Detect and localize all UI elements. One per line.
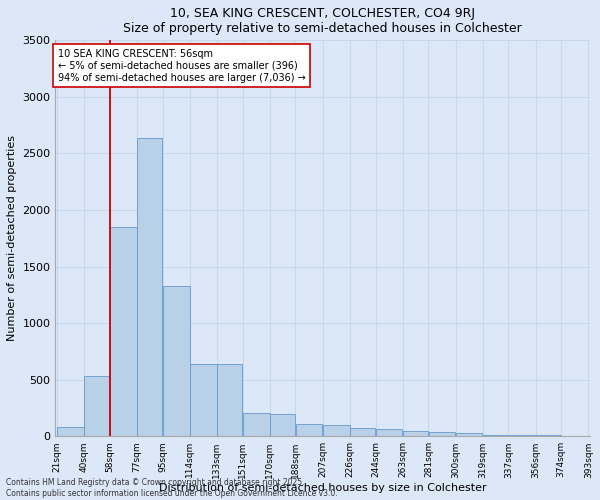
Bar [190, 364, 217, 436]
Bar [376, 430, 403, 436]
Bar [110, 227, 137, 436]
Bar [163, 286, 190, 436]
Bar [217, 364, 242, 436]
X-axis label: Distribution of semi-detached houses by size in Colchester: Distribution of semi-detached houses by … [159, 483, 487, 493]
Y-axis label: Number of semi-detached properties: Number of semi-detached properties [7, 136, 17, 342]
Bar [350, 428, 375, 436]
Bar [270, 414, 295, 436]
Bar [456, 434, 482, 436]
Bar [323, 425, 350, 436]
Title: 10, SEA KING CRESCENT, COLCHESTER, CO4 9RJ
Size of property relative to semi-det: 10, SEA KING CRESCENT, COLCHESTER, CO4 9… [123, 7, 522, 35]
Text: Contains HM Land Registry data © Crown copyright and database right 2025.
Contai: Contains HM Land Registry data © Crown c… [6, 478, 338, 498]
Bar [243, 412, 269, 436]
Text: 10 SEA KING CRESCENT: 56sqm
← 5% of semi-detached houses are smaller (396)
94% o: 10 SEA KING CRESCENT: 56sqm ← 5% of semi… [58, 50, 305, 82]
Bar [137, 138, 163, 436]
Bar [296, 424, 322, 436]
Bar [403, 431, 428, 436]
Bar [57, 427, 84, 436]
Bar [483, 434, 508, 436]
Bar [84, 376, 110, 436]
Bar [428, 432, 455, 436]
